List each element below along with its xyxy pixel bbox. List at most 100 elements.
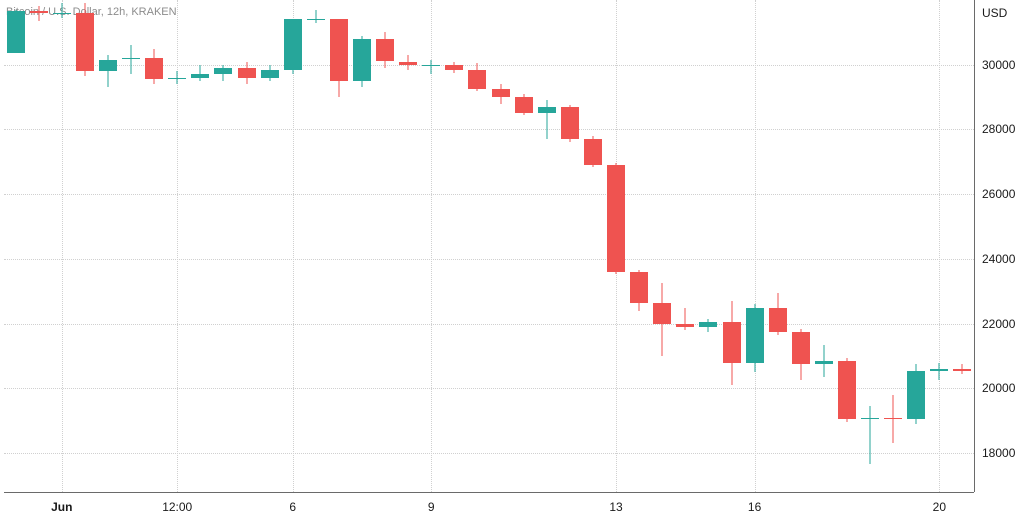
candle-body xyxy=(353,39,371,81)
candle xyxy=(676,0,694,492)
candle-body xyxy=(492,89,510,97)
y-axis-label: 28000 xyxy=(982,122,1015,136)
candle-body xyxy=(191,74,209,77)
candle xyxy=(399,0,417,492)
candle-body xyxy=(330,19,348,81)
candle xyxy=(307,0,325,492)
candle xyxy=(538,0,556,492)
candle-body xyxy=(99,60,117,71)
x-axis-label: 16 xyxy=(748,500,761,514)
candle xyxy=(422,0,440,492)
candle xyxy=(214,0,232,492)
candle xyxy=(191,0,209,492)
candle-body xyxy=(53,13,71,14)
candle-body xyxy=(284,19,302,69)
candle-wick xyxy=(315,10,316,23)
candle xyxy=(145,0,163,492)
candle xyxy=(261,0,279,492)
candle-body xyxy=(76,13,94,71)
candle-body xyxy=(122,58,140,59)
candle-wick xyxy=(131,45,132,74)
candle xyxy=(953,0,971,492)
candle-wick xyxy=(431,60,432,75)
y-axis-label: 30000 xyxy=(982,58,1015,72)
candle-body xyxy=(515,97,533,113)
candle xyxy=(284,0,302,492)
candle xyxy=(492,0,510,492)
candle xyxy=(884,0,902,492)
candle xyxy=(7,0,25,492)
y-axis-unit: USD xyxy=(982,6,1007,20)
x-axis-label: 9 xyxy=(428,500,435,514)
candle-body xyxy=(399,62,417,65)
y-axis-label: 24000 xyxy=(982,252,1015,266)
candle-body xyxy=(561,107,579,139)
candle-wick xyxy=(38,6,39,21)
candle xyxy=(515,0,533,492)
candle-body xyxy=(30,11,48,13)
candle-wick xyxy=(870,406,871,464)
candle-body xyxy=(214,68,232,74)
candle-body xyxy=(7,11,25,53)
candle-wick xyxy=(893,395,894,444)
x-axis-label: 20 xyxy=(933,500,946,514)
y-axis-label: 22000 xyxy=(982,317,1015,331)
candlestick-chart: Bitcoin / U.S. Dollar, 12h, KRAKEN USD 1… xyxy=(0,0,1024,525)
candle-body xyxy=(584,139,602,165)
candle-body xyxy=(468,70,486,89)
candle xyxy=(584,0,602,492)
candle xyxy=(746,0,764,492)
candle-body xyxy=(376,39,394,62)
candle-body xyxy=(746,308,764,363)
candle-body xyxy=(261,70,279,78)
candle-body xyxy=(145,58,163,79)
candle-body xyxy=(238,68,256,78)
y-axis-line xyxy=(974,0,975,492)
candle-body xyxy=(907,371,925,420)
candle-body xyxy=(699,322,717,327)
candle-body xyxy=(930,369,948,371)
candle-body xyxy=(723,322,741,362)
candle-body xyxy=(630,272,648,303)
y-axis-label: 26000 xyxy=(982,187,1015,201)
y-axis-label: 20000 xyxy=(982,381,1015,395)
candle xyxy=(30,0,48,492)
candle-body xyxy=(792,332,810,364)
candle xyxy=(699,0,717,492)
candle-body xyxy=(884,418,902,420)
candle-body xyxy=(422,65,440,66)
x-axis-label: 6 xyxy=(289,500,296,514)
candle xyxy=(238,0,256,492)
x-axis-label: 13 xyxy=(609,500,622,514)
candle xyxy=(122,0,140,492)
candle-body xyxy=(307,19,325,20)
candle-body xyxy=(676,324,694,327)
candle xyxy=(561,0,579,492)
candle-body xyxy=(953,369,971,371)
candle xyxy=(930,0,948,492)
candle xyxy=(907,0,925,492)
candle xyxy=(445,0,463,492)
x-axis-label: Jun xyxy=(51,500,72,514)
candle xyxy=(861,0,879,492)
candle xyxy=(330,0,348,492)
candle xyxy=(53,0,71,492)
candle xyxy=(792,0,810,492)
x-axis-line xyxy=(4,492,974,493)
candle xyxy=(815,0,833,492)
candle-body xyxy=(445,65,463,70)
candle-body xyxy=(861,418,879,420)
candle xyxy=(468,0,486,492)
plot-area xyxy=(4,0,974,492)
candle-body xyxy=(168,78,186,80)
candle-body xyxy=(607,165,625,272)
candle xyxy=(838,0,856,492)
candle xyxy=(607,0,625,492)
candle xyxy=(653,0,671,492)
candle xyxy=(723,0,741,492)
candle xyxy=(99,0,117,492)
candle-wick xyxy=(61,3,62,18)
candle-wick xyxy=(200,65,201,81)
candle xyxy=(376,0,394,492)
candle-wick xyxy=(939,363,940,381)
